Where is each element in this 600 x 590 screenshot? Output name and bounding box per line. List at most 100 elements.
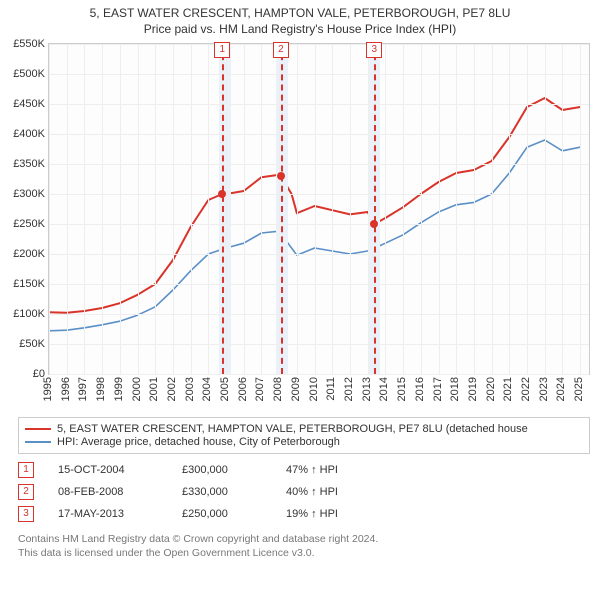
legend-label: HPI: Average price, detached house, City… <box>57 436 340 448</box>
x-tick-label: 2022 <box>520 377 532 401</box>
gridline-v <box>191 44 192 374</box>
title-line2: Price paid vs. HM Land Registry's House … <box>10 22 590 38</box>
x-tick-label: 2010 <box>308 377 320 401</box>
y-tick-label: £200K <box>13 248 45 260</box>
sale-marker-badge: 1 <box>214 42 230 58</box>
gridline-v <box>120 44 121 374</box>
gridline-v <box>67 44 68 374</box>
gridline-v <box>49 44 50 374</box>
event-marker-icon: 3 <box>18 506 34 522</box>
x-tick-label: 2011 <box>325 377 337 401</box>
gridline-h <box>49 254 589 255</box>
x-tick-label: 1998 <box>95 377 107 401</box>
event-pct: 19% ↑ HPI <box>286 508 338 520</box>
x-tick-label: 2014 <box>378 377 390 401</box>
x-tick-label: 2005 <box>219 377 231 401</box>
x-tick-label: 2007 <box>254 377 266 401</box>
sale-marker-line <box>281 44 283 374</box>
x-tick-label: 2001 <box>148 377 160 401</box>
gridline-v <box>173 44 174 374</box>
event-marker-icon: 1 <box>18 462 34 478</box>
gridline-v <box>102 44 103 374</box>
gridline-h <box>49 164 589 165</box>
gridline-v <box>155 44 156 374</box>
y-tick-label: £300K <box>13 188 45 200</box>
sale-marker-badge: 2 <box>273 42 289 58</box>
gridline-v <box>562 44 563 374</box>
x-tick-label: 2024 <box>555 377 567 401</box>
gridline-v <box>474 44 475 374</box>
gridline-h <box>49 224 589 225</box>
event-date: 08-FEB-2008 <box>58 486 158 498</box>
gridline-v <box>403 44 404 374</box>
gridline-h <box>49 134 589 135</box>
gridline-v <box>385 44 386 374</box>
gridline-h <box>49 194 589 195</box>
sale-marker-badge: 3 <box>366 42 382 58</box>
x-tick-label: 1995 <box>42 377 54 401</box>
event-price: £330,000 <box>182 486 262 498</box>
sale-marker-dot <box>370 220 378 228</box>
gridline-v <box>545 44 546 374</box>
gridline-v <box>226 44 227 374</box>
gridline-h <box>49 74 589 75</box>
event-date: 17-MAY-2013 <box>58 508 158 520</box>
gridline-h <box>49 44 589 45</box>
gridline-v <box>527 44 528 374</box>
gridline-v <box>509 44 510 374</box>
attribution-line: This data is licensed under the Open Gov… <box>18 546 590 560</box>
x-tick-label: 1996 <box>60 377 72 401</box>
legend-item: 5, EAST WATER CRESCENT, HAMPTON VALE, PE… <box>25 423 583 435</box>
y-tick-label: £150K <box>13 278 45 290</box>
y-tick-label: £350K <box>13 158 45 170</box>
gridline-v <box>208 44 209 374</box>
y-tick-label: £550K <box>13 38 45 50</box>
y-tick-label: £250K <box>13 218 45 230</box>
x-tick-label: 2003 <box>184 377 196 401</box>
gridline-h <box>49 284 589 285</box>
chart-plot-area: £0£50K£100K£150K£200K£250K£300K£350K£400… <box>48 43 590 375</box>
event-pct: 47% ↑ HPI <box>286 464 338 476</box>
x-tick-label: 2009 <box>290 377 302 401</box>
sale-marker-dot <box>218 190 226 198</box>
x-tick-label: 2000 <box>131 377 143 401</box>
x-tick-label: 2013 <box>361 377 373 401</box>
y-tick-label: £400K <box>13 128 45 140</box>
event-date: 15-OCT-2004 <box>58 464 158 476</box>
attribution: Contains HM Land Registry data © Crown c… <box>18 532 590 560</box>
legend-swatch <box>25 428 51 430</box>
events-table: 1 15-OCT-2004 £300,000 47% ↑ HPI 2 08-FE… <box>18 462 590 522</box>
gridline-v <box>368 44 369 374</box>
x-axis-labels: 1995199619971998199920002001200220032004… <box>48 375 590 411</box>
gridline-v <box>421 44 422 374</box>
x-tick-label: 2019 <box>467 377 479 401</box>
y-tick-label: £450K <box>13 98 45 110</box>
legend-label: 5, EAST WATER CRESCENT, HAMPTON VALE, PE… <box>57 423 528 435</box>
x-tick-label: 2021 <box>502 377 514 401</box>
event-row: 3 17-MAY-2013 £250,000 19% ↑ HPI <box>18 506 590 522</box>
title-line1: 5, EAST WATER CRESCENT, HAMPTON VALE, PE… <box>10 6 590 22</box>
gridline-v <box>315 44 316 374</box>
x-tick-label: 2023 <box>538 377 550 401</box>
gridline-h <box>49 314 589 315</box>
gridline-v <box>332 44 333 374</box>
gridline-h <box>49 104 589 105</box>
x-tick-label: 2015 <box>396 377 408 401</box>
attribution-line: Contains HM Land Registry data © Crown c… <box>18 532 590 546</box>
gridline-v <box>492 44 493 374</box>
gridline-v <box>84 44 85 374</box>
y-tick-label: £500K <box>13 68 45 80</box>
event-row: 2 08-FEB-2008 £330,000 40% ↑ HPI <box>18 484 590 500</box>
y-tick-label: £50K <box>19 338 45 350</box>
sale-marker-line <box>222 44 224 374</box>
x-tick-label: 2025 <box>573 377 585 401</box>
x-tick-label: 2004 <box>201 377 213 401</box>
chart-title: 5, EAST WATER CRESCENT, HAMPTON VALE, PE… <box>0 0 600 39</box>
gridline-v <box>244 44 245 374</box>
event-marker-icon: 2 <box>18 484 34 500</box>
sale-marker-line <box>374 44 376 374</box>
event-price: £300,000 <box>182 464 262 476</box>
x-tick-label: 2002 <box>166 377 178 401</box>
x-tick-label: 2017 <box>432 377 444 401</box>
x-tick-label: 2006 <box>237 377 249 401</box>
